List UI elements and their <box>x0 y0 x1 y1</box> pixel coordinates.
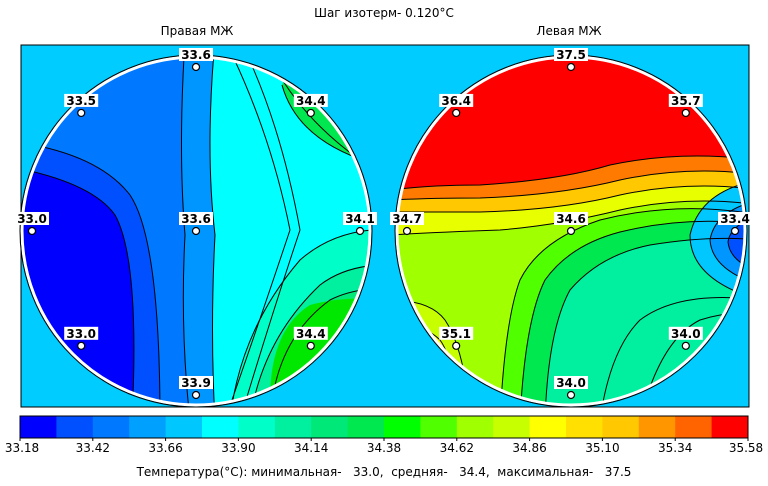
point-value-label: 34.4 <box>296 94 326 108</box>
point-value-label: 33.9 <box>181 376 211 390</box>
scale-tick-label: 35.58 <box>729 441 763 455</box>
scale-swatch <box>311 416 349 438</box>
point-value-label: 34.7 <box>392 212 422 226</box>
point-marker <box>452 108 461 118</box>
measurement-point: 33.4 <box>718 212 752 236</box>
scale-swatch <box>384 416 421 438</box>
scale-swatch <box>129 416 167 438</box>
point-value-label: 35.7 <box>671 94 701 108</box>
measurement-point: 34.7 <box>390 212 424 236</box>
measurement-point: 33.9 <box>179 376 213 400</box>
scale-swatch <box>420 416 458 438</box>
panel-title-left-breast: Левая МЖ <box>536 24 601 38</box>
measurement-point: 34.4 <box>293 326 328 350</box>
scale-swatch <box>274 416 312 438</box>
measurement-point: 34.0 <box>668 326 703 350</box>
scale-tick-label: 35.34 <box>658 441 692 455</box>
scale-swatch <box>456 416 494 438</box>
scale-tick-label: 33.66 <box>148 441 182 455</box>
measurement-point: 33.6 <box>179 48 213 72</box>
measurement-point: 34.1 <box>343 212 377 236</box>
scale-tick-label: 33.42 <box>76 441 110 455</box>
scale-swatch <box>56 416 94 438</box>
scale-tick-label: 35.10 <box>585 441 619 455</box>
point-marker <box>566 62 576 72</box>
point-value-label: 34.1 <box>345 212 375 226</box>
point-marker <box>730 226 740 236</box>
isotherm-zone <box>397 171 745 213</box>
scale-swatch <box>529 416 567 438</box>
point-value-label: 36.4 <box>441 94 471 108</box>
point-marker <box>191 390 201 400</box>
scale-swatch <box>202 416 239 438</box>
point-marker <box>191 226 201 236</box>
measurement-point: 33.5 <box>64 93 99 118</box>
point-marker <box>191 62 201 72</box>
point-marker <box>77 108 86 118</box>
measurement-point: 36.4 <box>439 93 474 118</box>
point-value-label: 33.6 <box>181 212 211 226</box>
point-marker <box>681 341 690 350</box>
measurement-point: 33.0 <box>64 326 99 350</box>
point-value-label: 33.0 <box>66 327 96 341</box>
scale-tick-label: 33.90 <box>221 441 255 455</box>
point-marker <box>452 341 461 350</box>
point-marker <box>566 226 576 236</box>
measurement-point: 34.6 <box>554 212 588 236</box>
measurement-point: 37.5 <box>554 48 588 72</box>
point-value-label: 33.5 <box>66 94 96 108</box>
measurement-point: 34.0 <box>554 376 588 400</box>
point-value-label: 34.0 <box>556 376 586 390</box>
point-marker <box>566 390 576 400</box>
scale-swatch <box>238 416 276 438</box>
scale-swatch <box>493 416 531 438</box>
point-marker <box>77 341 86 350</box>
point-marker <box>306 108 315 118</box>
point-value-label: 34.6 <box>556 212 586 226</box>
point-value-label: 33.6 <box>181 48 211 62</box>
point-value-label: 37.5 <box>556 48 586 62</box>
scale-swatch <box>347 416 385 438</box>
scale-swatch <box>675 416 713 438</box>
panel-title-right-breast: Правая МЖ <box>161 24 234 38</box>
scale-swatch <box>165 416 203 438</box>
scale-swatch <box>92 416 130 438</box>
scale-swatch <box>20 416 57 438</box>
scale-swatch <box>711 416 749 438</box>
scale-tick-label: 33.18 <box>5 441 39 455</box>
point-value-label: 33.0 <box>17 212 47 226</box>
isotherm-zone <box>397 156 745 200</box>
scale-tick-label: 34.38 <box>367 441 401 455</box>
point-marker <box>27 226 37 236</box>
point-value-label: 34.4 <box>296 327 326 341</box>
measurement-point: 33.0 <box>15 212 49 236</box>
measurement-point: 35.7 <box>668 93 703 118</box>
scale-tick-label: 34.86 <box>512 441 546 455</box>
measurement-point: 34.4 <box>293 93 328 118</box>
point-marker <box>402 226 412 236</box>
point-value-label: 33.4 <box>720 212 750 226</box>
color-scale: 33.18 33.42 33.66 33.90 34.14 34.38 34.62 34.86… <box>5 415 763 455</box>
scale-swatch <box>638 416 676 438</box>
scale-tick-label: 34.62 <box>440 441 474 455</box>
isotherm-zone <box>397 186 745 235</box>
scale-swatch <box>602 416 640 438</box>
temperature-summary: Температура(°C): минимальная- 33.0, сред… <box>136 465 632 479</box>
point-value-label: 35.1 <box>441 327 471 341</box>
chart-title: Шаг изотерм- 0.120°C <box>314 6 454 20</box>
measurement-point: 35.1 <box>439 326 474 350</box>
point-marker <box>306 341 315 350</box>
point-marker <box>681 108 690 118</box>
scale-swatch <box>566 416 603 438</box>
scale-tick-label: 34.14 <box>294 441 328 455</box>
point-value-label: 34.0 <box>671 327 701 341</box>
measurement-points: 33.6 33.5 34.4 33.0 33.6 34.1 33.0 34.4 33.9 37.5… <box>15 48 752 400</box>
point-marker <box>355 226 365 236</box>
measurement-point: 33.6 <box>179 212 213 236</box>
